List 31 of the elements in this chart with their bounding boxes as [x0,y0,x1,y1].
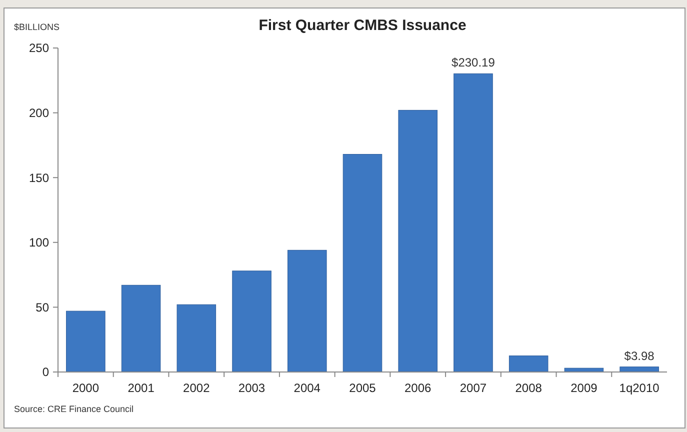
data-label: $3.98 [624,348,655,363]
bar [121,284,161,372]
y-tick-label: 150 [28,170,50,185]
y-tick-label: 50 [36,300,50,314]
bar [288,250,327,372]
x-tick-label: 2002 [183,381,210,395]
chart-title: First Quarter CMBS Issuance [258,17,466,34]
x-tick-label: 2005 [349,381,376,395]
y-tick-label: 0 [42,365,50,380]
x-tick-label: 1q2010 [619,381,660,395]
data-label: $230.19 [452,56,496,70]
x-tick-label: 2004 [294,381,321,395]
x-tick-label: 2008 [515,381,542,395]
bar [508,356,548,372]
y-tick-label: 200 [28,106,50,120]
x-tick-label: 2000 [72,381,100,395]
x-tick-label: 2003 [238,381,266,395]
x-tick-label: 2009 [570,381,598,395]
x-tick-label: 2001 [128,381,155,395]
y-tick-label: 100 [28,236,50,250]
bar [176,304,216,372]
bar [454,73,493,372]
x-tick-label: 2006 [404,381,432,395]
bar [398,110,438,372]
y-axis-title: $BILLIONS [14,22,60,32]
bar [342,154,382,372]
source-note: Source: CRE Finance Council [14,404,134,414]
bar [66,310,106,372]
x-tick-label: 2007 [460,381,487,395]
y-tick-label: 250 [28,41,50,56]
bar [232,270,272,372]
